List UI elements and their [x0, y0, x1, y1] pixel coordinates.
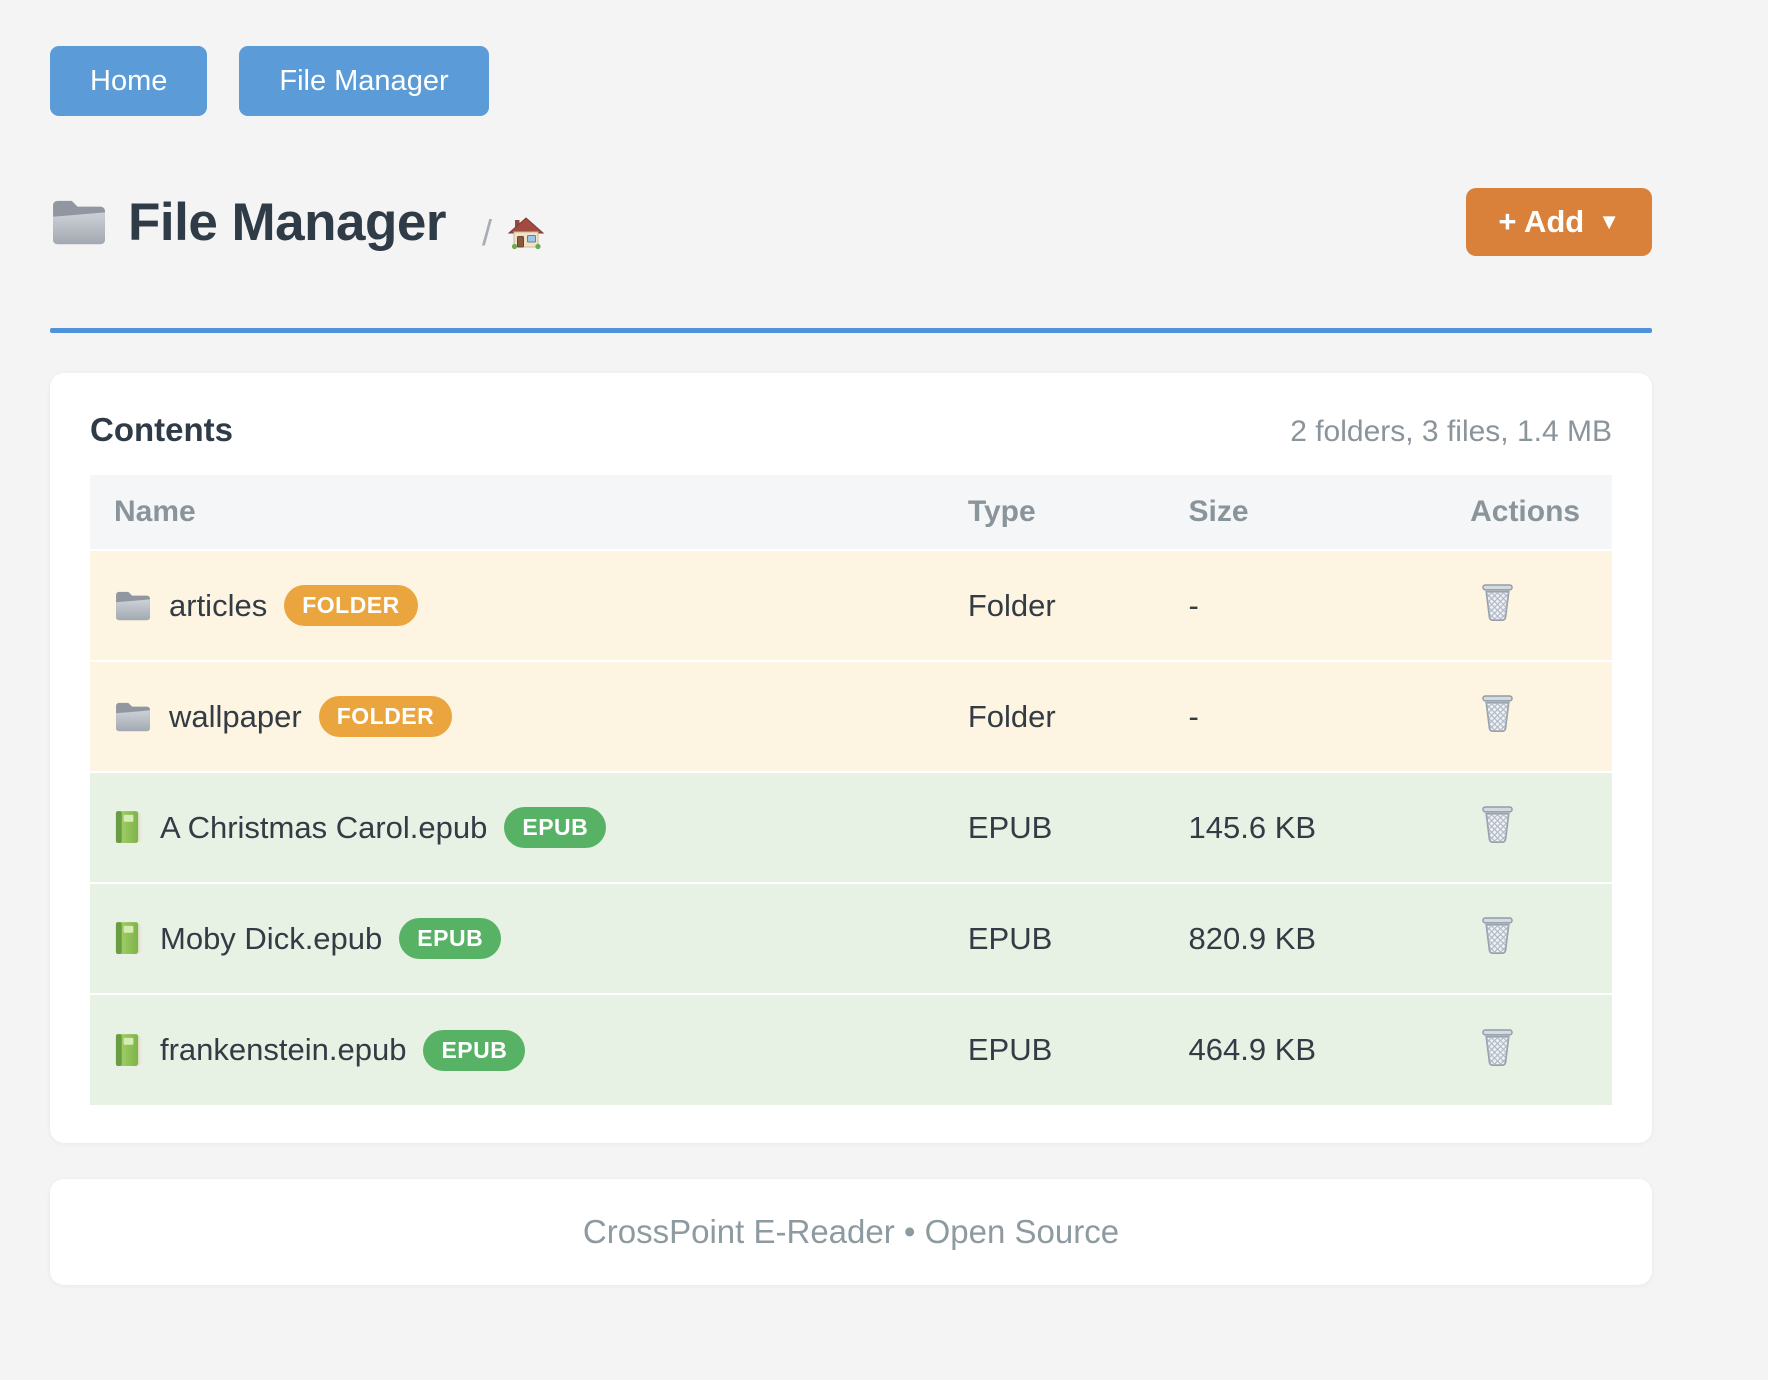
- book-icon: [114, 810, 143, 845]
- type-badge: EPUB: [504, 807, 607, 848]
- column-header-type: Type: [943, 475, 1165, 551]
- table-row[interactable]: A Christmas Carol.epub EPUB EPUB 145.6 K…: [90, 771, 1612, 883]
- table-row[interactable]: Moby Dick.epub EPUB EPUB 820.9 KB: [90, 882, 1612, 994]
- file-size: -: [1164, 660, 1447, 772]
- type-badge: FOLDER: [284, 585, 418, 626]
- file-size: 464.9 KB: [1164, 993, 1447, 1105]
- trash-icon: [1480, 803, 1515, 844]
- type-badge: FOLDER: [318, 696, 453, 737]
- book-icon: [114, 921, 143, 956]
- title-group: File Manager /: [50, 190, 1466, 254]
- trash-icon: [1480, 1026, 1515, 1067]
- add-button-label: + Add: [1498, 204, 1585, 239]
- column-header-size: Size: [1164, 475, 1447, 551]
- file-name-cell: articles FOLDER: [114, 585, 920, 626]
- file-name: wallpaper: [169, 698, 302, 734]
- header-divider: [50, 328, 1652, 333]
- delete-button[interactable]: [1480, 803, 1515, 844]
- breadcrumb: /: [482, 212, 544, 254]
- table-row[interactable]: articles FOLDER Folder -: [90, 550, 1612, 661]
- table-row[interactable]: frankenstein.epub EPUB EPUB 464.9 KB: [90, 993, 1612, 1105]
- column-header-name: Name: [90, 475, 944, 551]
- file-size: -: [1164, 550, 1447, 661]
- footer-text: CrossPoint E-Reader • Open Source: [582, 1213, 1120, 1250]
- contents-card: Contents 2 folders, 3 files, 1.4 MB Name…: [50, 373, 1652, 1143]
- trash-icon: [1480, 914, 1515, 955]
- file-table: Name Type Size Actions articles FOLDER F…: [90, 475, 1612, 1105]
- nav-file-manager-button[interactable]: File Manager: [239, 46, 489, 116]
- page: Home File Manager File Manager / + Add ▼…: [50, 46, 1652, 1285]
- delete-button[interactable]: [1480, 1026, 1515, 1067]
- file-type: EPUB: [943, 771, 1165, 883]
- file-size: 145.6 KB: [1164, 771, 1447, 883]
- add-button[interactable]: + Add ▼: [1466, 188, 1652, 256]
- top-nav: Home File Manager: [50, 46, 1652, 116]
- file-name: frankenstein.epub: [160, 1032, 407, 1067]
- contents-title: Contents: [90, 411, 233, 448]
- folder-icon: [114, 590, 152, 622]
- contents-card-header: Contents 2 folders, 3 files, 1.4 MB: [90, 411, 1612, 449]
- file-type: Folder: [943, 660, 1165, 772]
- file-name-cell: frankenstein.epub EPUB: [114, 1029, 920, 1071]
- breadcrumb-separator: /: [481, 212, 492, 253]
- book-icon: [114, 1033, 143, 1068]
- trash-icon: [1480, 692, 1515, 733]
- file-name: A Christmas Carol.epub: [160, 809, 488, 845]
- contents-summary: 2 folders, 3 files, 1.4 MB: [1290, 415, 1612, 448]
- file-size: 820.9 KB: [1164, 882, 1447, 994]
- delete-button[interactable]: [1480, 692, 1515, 733]
- folder-icon: [50, 198, 108, 247]
- page-title: File Manager: [128, 192, 446, 252]
- footer-card: CrossPoint E-Reader • Open Source: [50, 1179, 1652, 1285]
- file-type: EPUB: [943, 993, 1165, 1105]
- file-name-cell: Moby Dick.epub EPUB: [114, 918, 920, 959]
- column-header-actions: Actions: [1446, 475, 1612, 551]
- file-name-cell: wallpaper FOLDER: [114, 696, 920, 737]
- table-header-row: Name Type Size Actions: [90, 475, 1612, 551]
- delete-button[interactable]: [1480, 581, 1515, 622]
- folder-icon: [114, 701, 152, 733]
- house-icon[interactable]: [508, 216, 544, 250]
- delete-button[interactable]: [1480, 914, 1515, 955]
- file-name: Moby Dick.epub: [160, 920, 383, 956]
- table-body: articles FOLDER Folder - wallpaper FOLDE…: [90, 550, 1612, 1105]
- caret-down-icon: ▼: [1598, 209, 1620, 234]
- page-header: File Manager / + Add ▼: [50, 180, 1652, 264]
- type-badge: EPUB: [399, 918, 502, 959]
- type-badge: EPUB: [423, 1029, 526, 1071]
- file-type: Folder: [943, 550, 1165, 661]
- file-name: articles: [169, 587, 268, 623]
- file-type: EPUB: [943, 882, 1165, 994]
- file-name-cell: A Christmas Carol.epub EPUB: [114, 807, 920, 848]
- nav-home-button[interactable]: Home: [50, 46, 208, 116]
- trash-icon: [1480, 581, 1515, 622]
- table-row[interactable]: wallpaper FOLDER Folder -: [90, 660, 1612, 772]
